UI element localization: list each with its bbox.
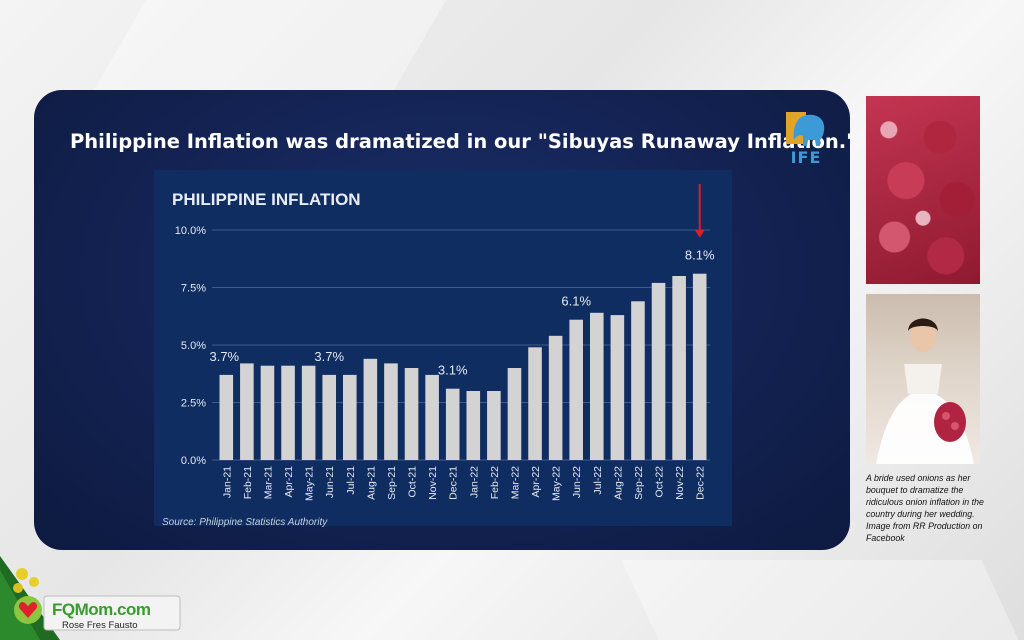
bar bbox=[692, 273, 707, 460]
data-label: 3.1% bbox=[438, 363, 468, 378]
x-tick-label: Jun-21 bbox=[324, 466, 336, 498]
highlight-arrow-head bbox=[694, 229, 705, 238]
bar bbox=[528, 347, 542, 460]
x-tick-label: Nov-22 bbox=[674, 466, 686, 500]
bar bbox=[589, 312, 604, 460]
bar bbox=[404, 368, 419, 460]
y-tick-label: 5.0% bbox=[181, 340, 206, 352]
x-tick-label: Feb-21 bbox=[242, 466, 254, 499]
x-tick-label: Apr-22 bbox=[530, 466, 542, 498]
data-label: 3.7% bbox=[209, 349, 239, 364]
background-facet bbox=[621, 560, 1019, 640]
x-tick-label: Oct-22 bbox=[654, 466, 666, 498]
bar bbox=[240, 363, 254, 460]
infographic-panel: Philippine Inflation was dramatized in o… bbox=[34, 90, 850, 550]
x-tick-label: Jan-21 bbox=[221, 466, 233, 498]
bar bbox=[219, 374, 234, 460]
x-tick-label: Dec-21 bbox=[448, 466, 460, 500]
bar bbox=[569, 319, 584, 460]
x-tick-label: Aug-21 bbox=[365, 466, 377, 500]
bar bbox=[445, 388, 460, 460]
ife-logo: IFE bbox=[784, 110, 828, 168]
x-tick-label: Oct-21 bbox=[407, 466, 419, 498]
bar bbox=[281, 365, 295, 460]
x-tick-label: Dec-22 bbox=[695, 466, 707, 500]
headline: Philippine Inflation was dramatized in o… bbox=[70, 130, 850, 153]
bar bbox=[610, 315, 625, 460]
elephant-icon bbox=[786, 112, 825, 146]
x-tick-label: Jan-22 bbox=[468, 466, 480, 498]
logo-text: IFE bbox=[790, 148, 822, 167]
y-tick-label: 2.5% bbox=[181, 398, 206, 410]
bar bbox=[363, 358, 378, 460]
data-label: 6.1% bbox=[561, 294, 591, 309]
bride-illustration bbox=[876, 318, 974, 464]
brand-logo: FQMom.com Rose Fres Fausto bbox=[0, 556, 200, 640]
bar bbox=[342, 374, 357, 460]
bar bbox=[260, 365, 275, 460]
bar bbox=[672, 276, 686, 460]
bar bbox=[487, 391, 501, 460]
x-tick-label: Mar-21 bbox=[262, 466, 274, 499]
x-tick-label: May-21 bbox=[304, 466, 316, 501]
data-label: 3.7% bbox=[314, 349, 344, 364]
bar bbox=[631, 301, 645, 460]
x-tick-label: Aug-22 bbox=[612, 466, 624, 500]
background-facet bbox=[94, 0, 446, 90]
bar bbox=[466, 391, 481, 460]
bar bbox=[507, 368, 522, 460]
chart-container: PHILIPPINE INFLATION 0.0% 2.5% 5.0% 7.5% 10.… bbox=[154, 170, 732, 528]
bar-chart: 0.0% 2.5% 5.0% 7.5% 10.0% Jan-21 Feb-21 Mar-21 A… bbox=[175, 184, 715, 501]
bar bbox=[425, 374, 439, 460]
bride-photo bbox=[866, 294, 980, 464]
bar bbox=[651, 282, 666, 460]
x-tick-label: May-22 bbox=[551, 466, 563, 501]
bar bbox=[322, 374, 337, 460]
chart-source: Source: Philippine Statistics Authority bbox=[162, 517, 328, 528]
y-tick-label: 0.0% bbox=[181, 455, 206, 467]
onion-photo bbox=[866, 96, 980, 284]
photo-caption: A bride used onions as her bouquet to dr… bbox=[866, 473, 984, 543]
data-label: 8.1% bbox=[685, 248, 715, 263]
x-tick-label: Apr-21 bbox=[283, 466, 295, 498]
x-tick-label: Sep-21 bbox=[386, 466, 398, 500]
x-tick-label: Jul-21 bbox=[345, 466, 357, 495]
x-tick-label: Feb-22 bbox=[489, 466, 501, 499]
brand-name: FQMom.com bbox=[52, 600, 151, 619]
bar bbox=[301, 365, 316, 460]
bar bbox=[384, 363, 398, 460]
x-tick-label: Jul-22 bbox=[592, 466, 604, 495]
brand-subtitle: Rose Fres Fausto bbox=[62, 620, 138, 631]
x-tick-label: Mar-22 bbox=[509, 466, 521, 499]
heart-icon bbox=[18, 602, 38, 618]
bar bbox=[548, 335, 563, 460]
x-tick-label: Nov-21 bbox=[427, 466, 439, 500]
y-tick-label: 7.5% bbox=[181, 283, 206, 295]
y-tick-label: 10.0% bbox=[175, 225, 206, 237]
chart-title: PHILIPPINE INFLATION bbox=[172, 190, 361, 209]
brand-decoration bbox=[0, 556, 181, 640]
x-tick-label: Sep-22 bbox=[633, 466, 645, 500]
x-tick-label: Jun-22 bbox=[571, 466, 583, 498]
